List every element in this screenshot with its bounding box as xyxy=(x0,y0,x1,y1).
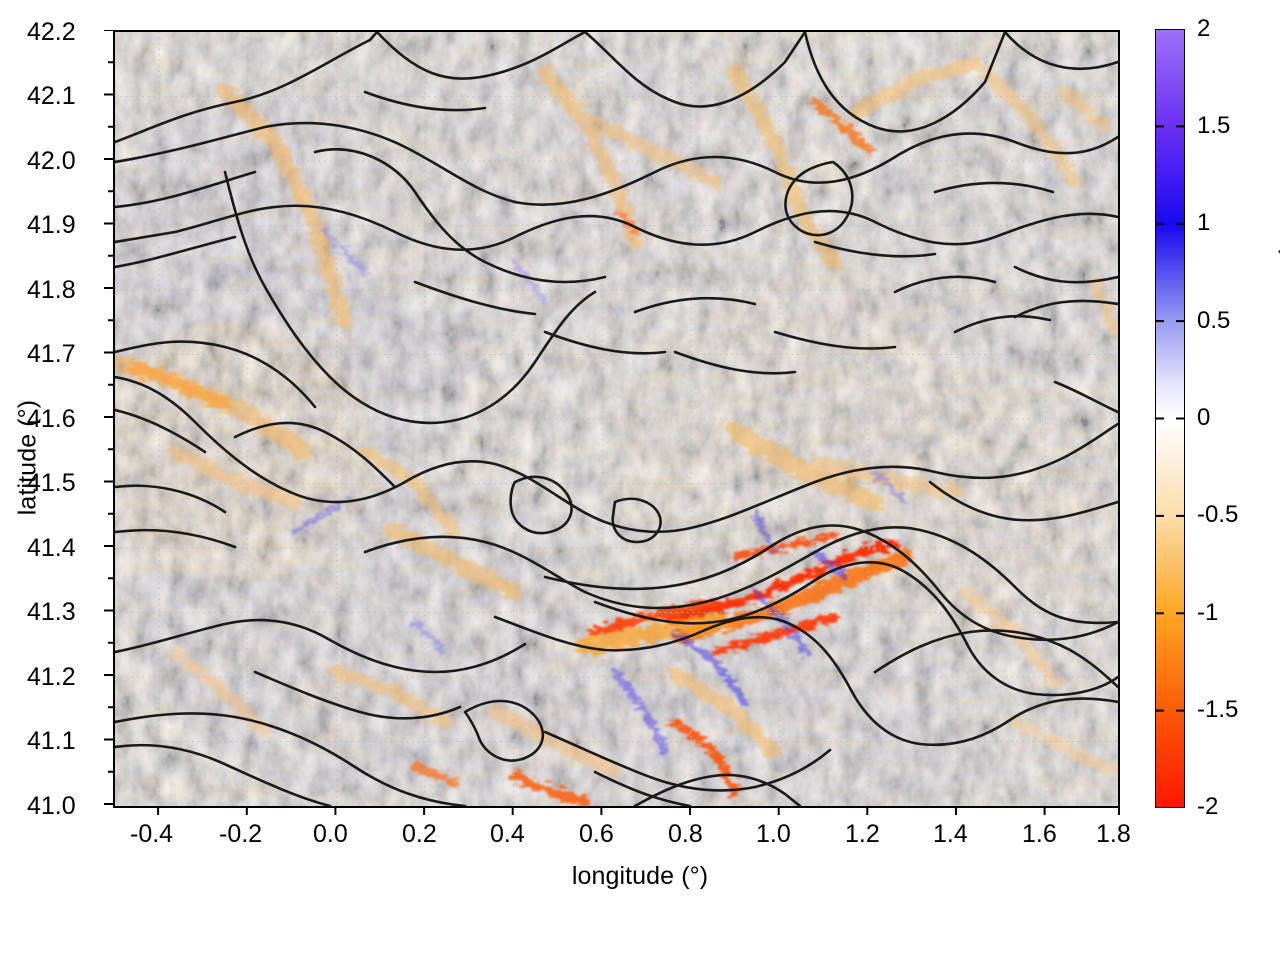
colorbar-tick-label: -2 xyxy=(1197,793,1219,820)
plot-area xyxy=(113,30,1120,808)
x-tick-label: 1.6 xyxy=(1022,820,1057,848)
colorbar-tick-label: 0 xyxy=(1197,404,1211,431)
x-tick-label: 1.0 xyxy=(756,820,791,848)
colorbar-tick-label: 2 xyxy=(1197,15,1211,42)
y-tick-label: 41.7 xyxy=(27,340,76,368)
y-tick-label: 41.2 xyxy=(27,663,76,691)
y-tick-label: 41.3 xyxy=(27,598,76,626)
y-axis-label: latitude (°) xyxy=(13,399,42,516)
x-tick-label: 0.6 xyxy=(579,820,614,848)
x-tick-label: -0.2 xyxy=(219,820,263,848)
grid-lines xyxy=(115,32,1118,806)
y-tick-label: 41.9 xyxy=(27,211,76,239)
y-tick-label: 42.2 xyxy=(27,18,76,46)
x-tick-label: 1.4 xyxy=(933,820,968,848)
x-tick-label: 1.2 xyxy=(845,820,880,848)
y-axis-ticks xyxy=(104,30,115,805)
y-tick-label: 41.4 xyxy=(27,534,76,562)
y-tick-label: 41.8 xyxy=(27,276,76,304)
x-axis-label-text: longitude (°) xyxy=(571,862,709,890)
x-axis-ticks xyxy=(157,806,1120,815)
colorbar-tick-label: -0.5 xyxy=(1197,501,1239,528)
field-plot xyxy=(115,32,1118,806)
y-tick-label: 42.1 xyxy=(27,82,76,110)
y-tick-label: 41.5 xyxy=(27,469,76,497)
colorbar-tick-label: 1.5 xyxy=(1197,112,1231,139)
colorbar-tick-label: 1 xyxy=(1197,209,1211,236)
y-tick-label: 41.0 xyxy=(27,792,76,820)
colorbar-tick-label: -1.5 xyxy=(1197,696,1239,723)
terrain-contours xyxy=(115,32,1118,806)
x-tick-label: 0.2 xyxy=(402,820,437,848)
x-tick-label: 0.8 xyxy=(668,820,703,848)
colorbar-tick-label: -1 xyxy=(1197,599,1219,626)
x-tick-label: 0.4 xyxy=(490,820,525,848)
colorbar-label: 100m-vertical wind speed (m s-1) xyxy=(1277,239,1280,590)
y-tick-label: 42.0 xyxy=(27,147,76,175)
x-tick-label: -0.4 xyxy=(130,820,174,848)
y-tick-label: 41.6 xyxy=(27,405,76,433)
x-axis-label: longitude (°) xyxy=(0,862,1280,891)
downdraft-features xyxy=(129,98,913,806)
x-tick-label: 1.8 xyxy=(1096,820,1131,848)
colorbar-tick-label: 0.5 xyxy=(1197,307,1231,334)
x-tick-label: 0.0 xyxy=(313,820,348,848)
colorbar-ticks xyxy=(1155,125,1185,712)
orange-streaks xyxy=(115,55,1118,779)
colorbar-label-exponent: -1 xyxy=(1276,246,1280,262)
updraft-filaments xyxy=(292,229,908,755)
y-tick-label: 41.1 xyxy=(27,727,76,755)
